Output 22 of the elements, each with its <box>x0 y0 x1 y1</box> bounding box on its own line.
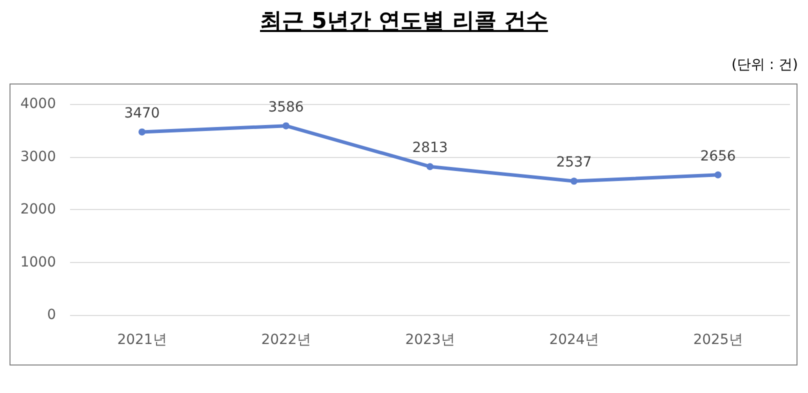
y-tick-label: 4000 <box>20 96 56 112</box>
x-tick-label: 2021년 <box>117 332 167 348</box>
point <box>138 128 146 136</box>
data-label: 3470 <box>124 105 160 122</box>
point <box>282 122 290 130</box>
data-label: 2537 <box>556 154 592 171</box>
data-label: 2656 <box>700 148 736 164</box>
y-tick-label: 2000 <box>20 202 56 218</box>
x-tick-label: 2023년 <box>405 332 455 348</box>
y-tick-label: 1000 <box>20 254 56 270</box>
x-tick-label: 2025년 <box>693 332 743 348</box>
chart-title: 최근 5년간 연도별 리콜 건수 <box>259 8 549 36</box>
x-tick-label: 2022년 <box>261 332 311 348</box>
data-label: 3586 <box>268 99 304 116</box>
text: (단위 : 건) <box>731 57 798 73</box>
y-tick-label: 0 <box>47 307 56 323</box>
data-label: 2813 <box>412 140 448 156</box>
point <box>570 178 578 185</box>
y-tick-label: 3000 <box>20 148 56 165</box>
point <box>714 171 722 178</box>
point <box>426 163 434 170</box>
x-tick-label: 2024년 <box>549 332 599 348</box>
